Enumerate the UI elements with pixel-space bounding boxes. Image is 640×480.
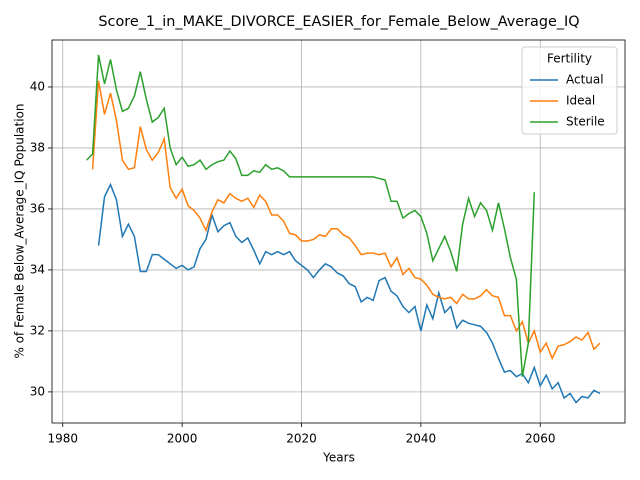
plot-frame <box>51 39 626 424</box>
y-tick-label: 36 <box>30 201 45 215</box>
y-tick-label: 40 <box>30 79 45 93</box>
y-tick-label: 38 <box>30 140 45 154</box>
x-tick-label: 2000 <box>167 432 198 446</box>
legend: Fertility Actual Ideal Sterile <box>521 46 618 135</box>
y-tick-label: 32 <box>30 323 45 337</box>
legend-label: Ideal <box>566 94 595 108</box>
legend-label: Sterile <box>566 115 605 129</box>
x-tick-label: 2060 <box>525 432 556 446</box>
legend-title: Fertility <box>547 52 592 66</box>
x-tick-label: 1980 <box>47 432 78 446</box>
series-line <box>91 80 601 361</box>
chart-title: Score_1_in_MAKE_DIVORCE_EASIER_for_Femal… <box>98 14 579 30</box>
y-axis-label: % of Female Below_Average_IQ Population <box>13 103 27 358</box>
y-tick-label: 34 <box>30 262 45 276</box>
legend-label: Actual <box>566 73 604 87</box>
x-tick-label: 2020 <box>286 432 317 446</box>
y-tick-label: 30 <box>30 384 45 398</box>
series-line <box>97 182 601 404</box>
series-line <box>86 54 536 377</box>
lines <box>86 54 601 404</box>
x-tick-label: 2040 <box>406 432 437 446</box>
x-axis-label: Years <box>322 451 355 465</box>
legend-box <box>521 46 618 135</box>
